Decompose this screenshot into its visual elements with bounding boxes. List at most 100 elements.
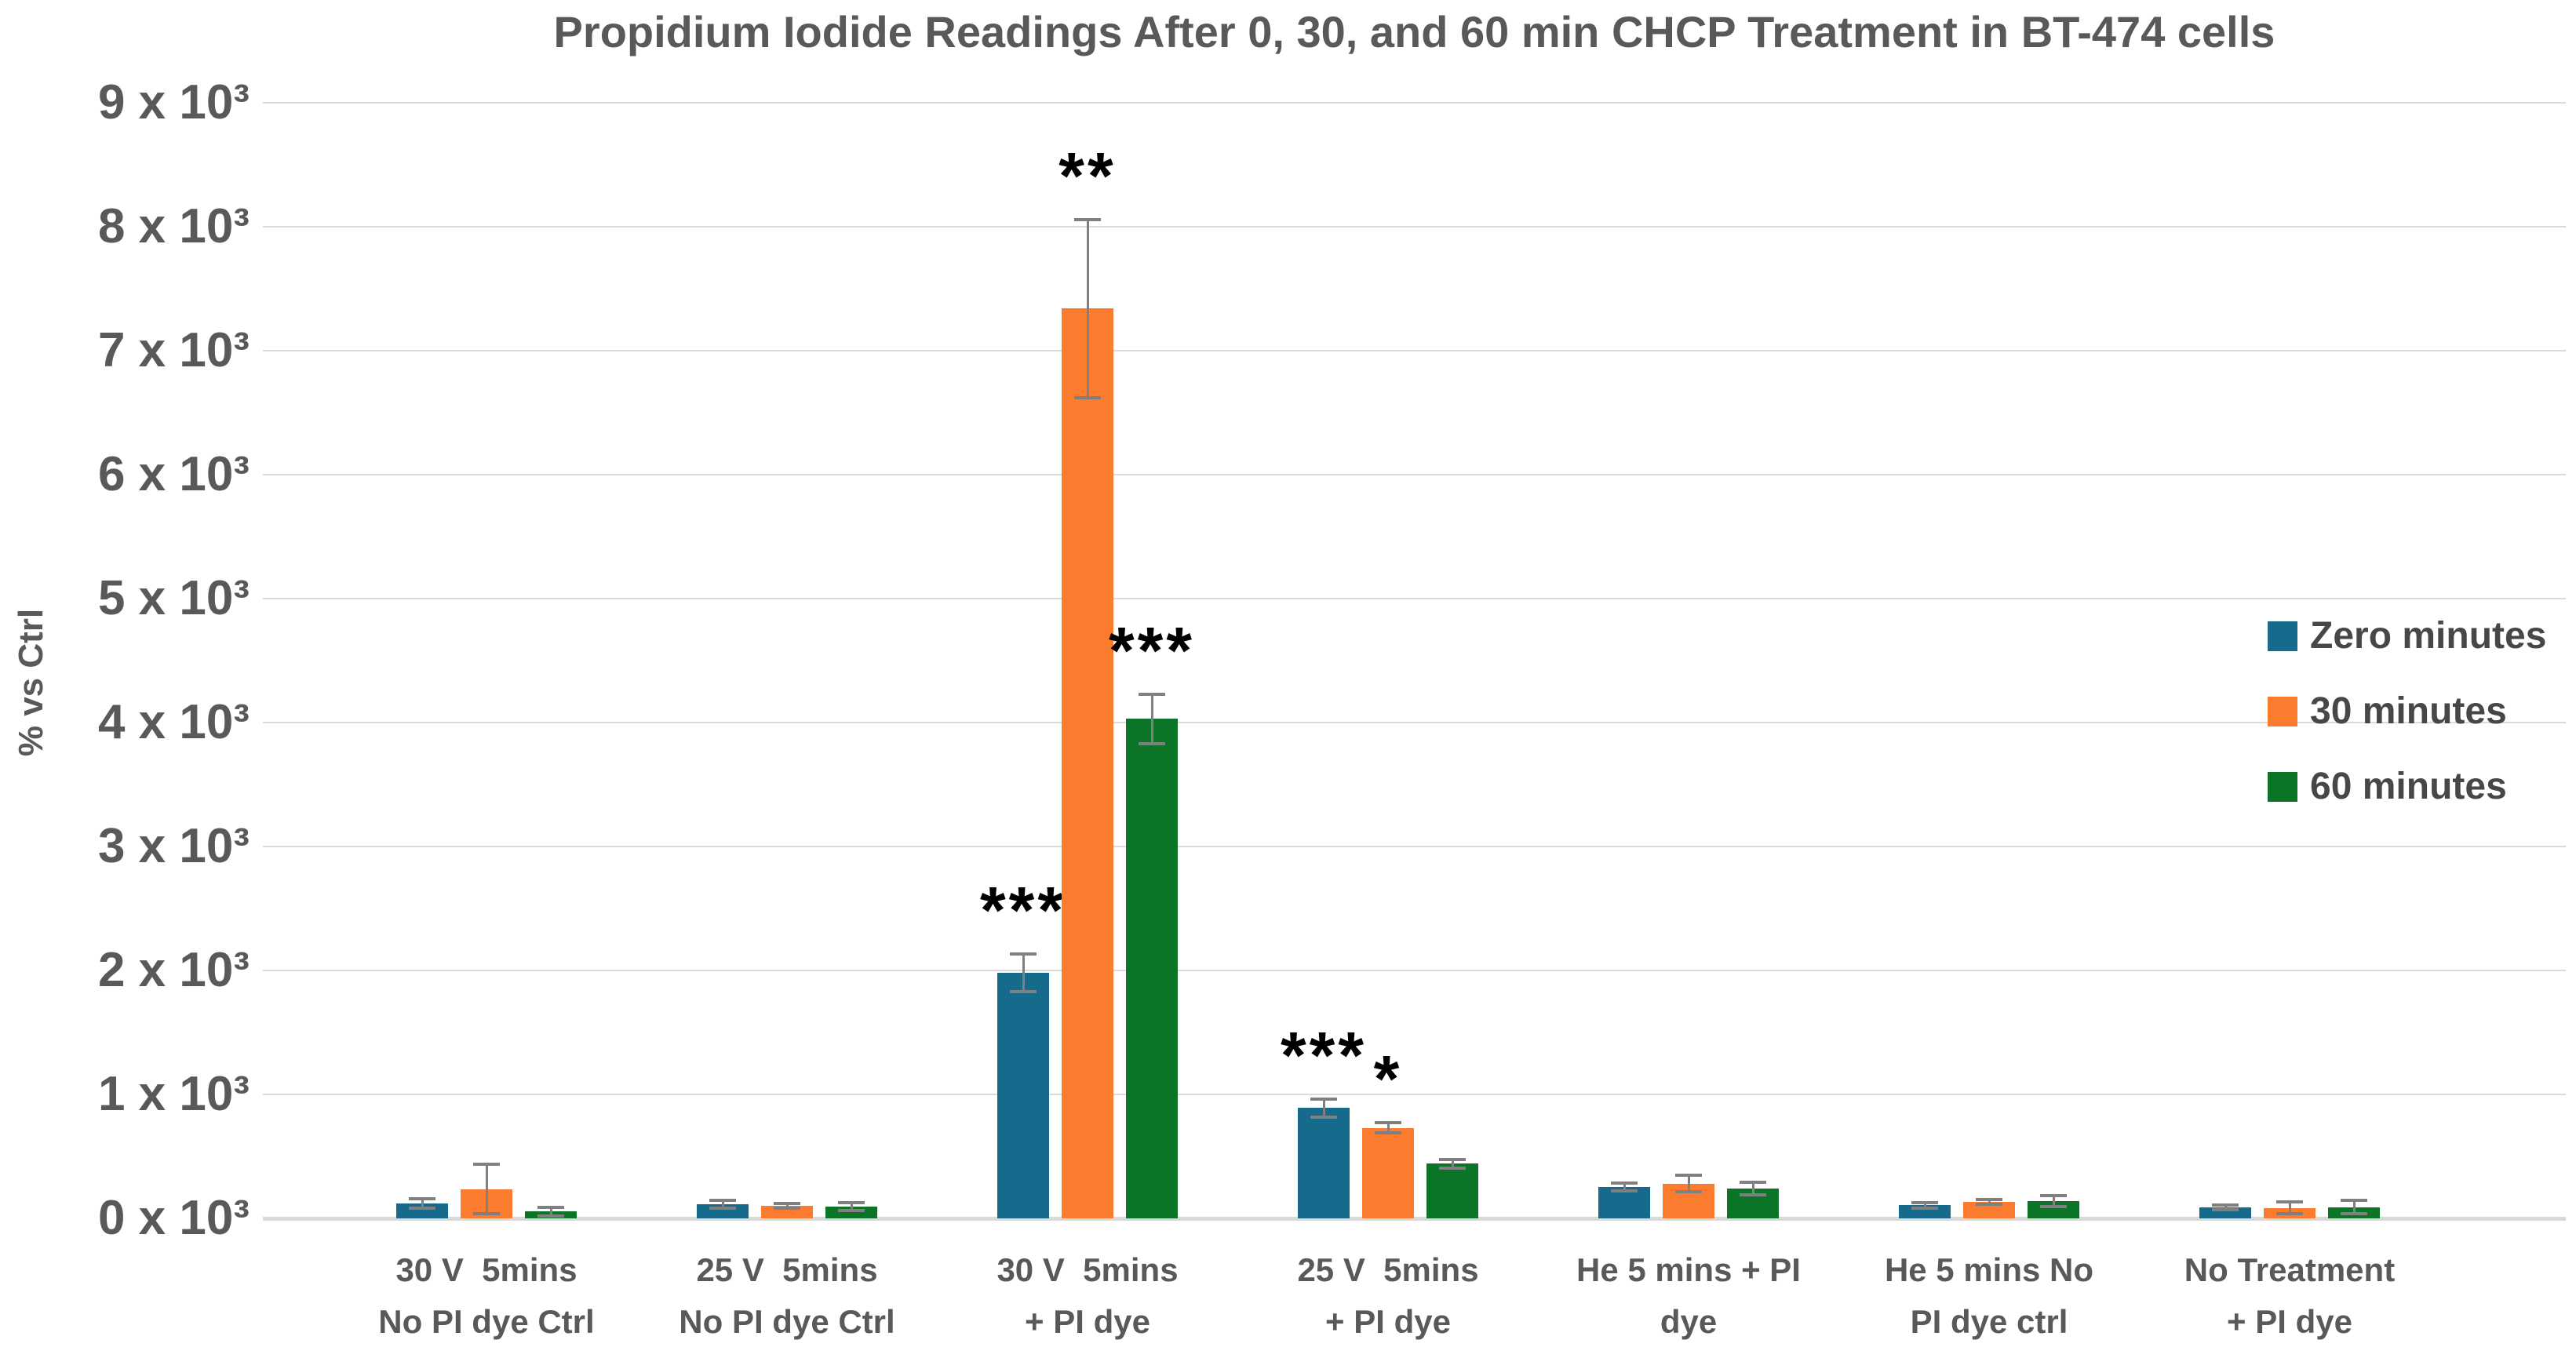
error-bar-cap-top bbox=[2276, 1200, 2303, 1204]
y-tick-label: 8 x 10³ bbox=[97, 199, 250, 253]
error-bar-cap-top bbox=[1139, 692, 1165, 696]
error-bar-cap-bottom bbox=[1675, 1190, 1702, 1194]
legend-label-60-minutes: 60 minutes bbox=[2310, 766, 2507, 807]
gridline bbox=[263, 226, 2566, 228]
error-bar-cap-top bbox=[1740, 1181, 1766, 1185]
category-label: 30 V 5mins No PI dye Ctrl bbox=[378, 1251, 595, 1340]
error-bar-line bbox=[1386, 1123, 1390, 1133]
legend-swatch-zero-minutes bbox=[2268, 621, 2297, 651]
error-bar-cap-top bbox=[2212, 1203, 2239, 1207]
bar-30-minutes-cat4 bbox=[1362, 1127, 1414, 1218]
error-bar-line bbox=[1687, 1175, 1690, 1192]
error-bar-cap-top bbox=[2040, 1193, 2067, 1197]
error-bar-line bbox=[2352, 1200, 2356, 1214]
error-bar-line bbox=[785, 1203, 789, 1209]
y-tick-label: 3 x 10³ bbox=[97, 819, 250, 873]
error-bar-cap-bottom bbox=[409, 1207, 435, 1211]
gridline bbox=[263, 970, 2566, 971]
error-bar-cap-bottom bbox=[1375, 1131, 1401, 1134]
category-label: He 5 mins No PI dye ctrl bbox=[1884, 1251, 2094, 1340]
y-tick-label: 5 x 10³ bbox=[97, 571, 250, 625]
error-bar-line bbox=[1923, 1203, 1926, 1208]
error-bar-cap-bottom bbox=[1439, 1167, 1466, 1170]
error-bar-line bbox=[2288, 1202, 2291, 1214]
category-label: 30 V 5mins + PI dye bbox=[997, 1251, 1179, 1340]
error-bar-cap-bottom bbox=[1010, 989, 1037, 993]
bar-30-minutes-cat6 bbox=[1963, 1201, 2015, 1218]
bar-30-minutes-cat3 bbox=[1062, 308, 1113, 1218]
gridline bbox=[263, 102, 2566, 104]
error-bar-cap-bottom bbox=[2040, 1204, 2067, 1208]
legend-swatch-60-minutes bbox=[2268, 772, 2297, 802]
error-bar-cap-bottom bbox=[1074, 396, 1101, 400]
error-bar-line bbox=[1623, 1183, 1626, 1191]
error-bar-line bbox=[1150, 694, 1153, 744]
error-bar-cap-bottom bbox=[2341, 1212, 2367, 1216]
error-bar-cap-bottom bbox=[1740, 1192, 1766, 1196]
error-bar-cap-bottom bbox=[709, 1206, 736, 1210]
category-label: He 5 mins + PI dye bbox=[1576, 1251, 1801, 1340]
error-bar-cap-top bbox=[838, 1201, 865, 1205]
significance-stars: * bbox=[1373, 1042, 1403, 1116]
error-bar-line bbox=[1322, 1098, 1325, 1118]
bar-zero-minutes-cat3 bbox=[997, 973, 1049, 1218]
significance-stars: *** bbox=[1280, 1018, 1368, 1092]
y-tick-label: 0 x 10³ bbox=[97, 1191, 250, 1245]
y-tick-label: 1 x 10³ bbox=[97, 1067, 250, 1121]
error-bar-cap-bottom bbox=[1976, 1202, 2002, 1206]
error-bar-line bbox=[421, 1198, 424, 1209]
error-bar-cap-top bbox=[409, 1196, 435, 1200]
significance-stars: *** bbox=[979, 873, 1067, 948]
error-bar-cap-bottom bbox=[1911, 1206, 1938, 1210]
error-bar-line bbox=[1022, 954, 1025, 992]
y-tick-label: 7 x 10³ bbox=[97, 323, 250, 377]
error-bar-line bbox=[549, 1207, 552, 1216]
error-bar-cap-bottom bbox=[1611, 1189, 1638, 1192]
error-bar-line bbox=[1751, 1182, 1754, 1195]
error-bar-line bbox=[721, 1200, 724, 1208]
gridline bbox=[263, 474, 2566, 475]
error-bar-cap-top bbox=[1611, 1181, 1638, 1185]
error-bar-line bbox=[485, 1164, 488, 1214]
gridline bbox=[263, 722, 2566, 723]
y-tick-label: 6 x 10³ bbox=[97, 447, 250, 501]
gridline bbox=[263, 846, 2566, 847]
chart-title: Propidium Iodide Readings After 0, 30, a… bbox=[553, 7, 2275, 56]
legend-swatch-30-minutes bbox=[2268, 697, 2297, 726]
significance-stars: ** bbox=[1058, 138, 1117, 213]
error-bar-cap-top bbox=[709, 1199, 736, 1203]
error-bar-cap-top bbox=[537, 1205, 564, 1209]
error-bar-cap-bottom bbox=[1139, 741, 1165, 745]
legend-label-30-minutes: 30 minutes bbox=[2310, 690, 2507, 732]
error-bar-line bbox=[850, 1203, 853, 1211]
error-bar-cap-top bbox=[1010, 952, 1037, 956]
error-bar-line bbox=[1988, 1199, 1991, 1204]
error-bar-cap-bottom bbox=[774, 1207, 800, 1211]
error-bar-cap-top bbox=[1911, 1201, 1938, 1205]
error-bar-line bbox=[1451, 1159, 1454, 1168]
gridline bbox=[263, 598, 2566, 599]
error-bar-cap-bottom bbox=[2276, 1211, 2303, 1215]
y-tick-label: 9 x 10³ bbox=[97, 75, 250, 129]
error-bar-cap-top bbox=[1439, 1157, 1466, 1161]
error-bar-line bbox=[1086, 219, 1089, 399]
error-bar-cap-top bbox=[1074, 217, 1101, 221]
error-bar-cap-top bbox=[473, 1163, 500, 1167]
category-label: No Treatment + PI dye bbox=[2184, 1251, 2396, 1340]
category-label: 25 V 5mins + PI dye bbox=[1297, 1251, 1479, 1340]
x-axis-line bbox=[263, 1217, 2566, 1221]
error-bar-cap-bottom bbox=[838, 1208, 865, 1212]
legend-label-zero-minutes: Zero minutes bbox=[2310, 615, 2547, 657]
error-bar-cap-top bbox=[1976, 1197, 2002, 1201]
error-bar-line bbox=[2224, 1204, 2227, 1210]
y-tick-label: 4 x 10³ bbox=[97, 695, 250, 749]
error-bar-cap-bottom bbox=[1310, 1116, 1337, 1120]
category-label: 25 V 5mins No PI dye Ctrl bbox=[679, 1251, 895, 1340]
error-bar-cap-top bbox=[2341, 1199, 2367, 1203]
error-bar-line bbox=[2052, 1195, 2055, 1207]
significance-stars: *** bbox=[1108, 613, 1196, 687]
gridline bbox=[263, 1094, 2566, 1095]
bar-zero-minutes-cat4 bbox=[1298, 1108, 1350, 1218]
